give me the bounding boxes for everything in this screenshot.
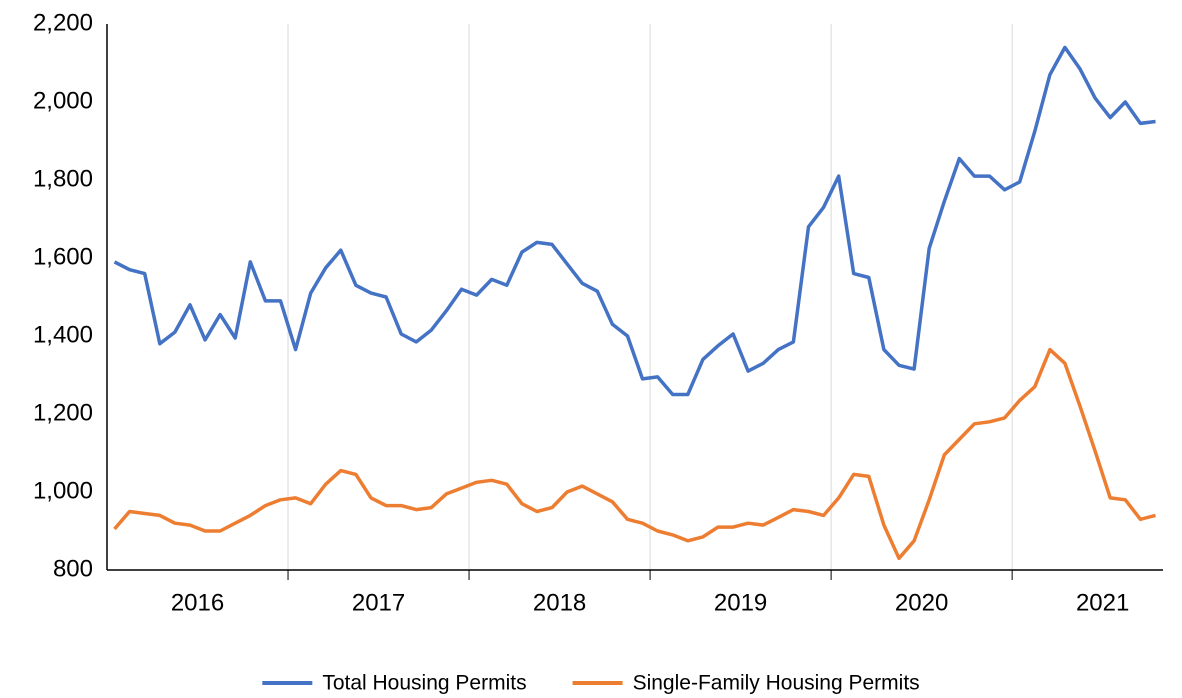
- x-tick-label: 2019: [714, 589, 767, 616]
- y-tick-label: 2,000: [33, 87, 93, 114]
- y-tick-label: 2,200: [33, 9, 93, 36]
- series-line: [113, 347, 1156, 561]
- series-line: [113, 45, 1156, 397]
- y-tick-label: 800: [53, 555, 93, 582]
- x-tick-label: 2018: [533, 589, 586, 616]
- y-tick-label: 1,600: [33, 243, 93, 270]
- y-tick-label: 1,000: [33, 477, 93, 504]
- x-tick-label: 2020: [895, 589, 948, 616]
- legend-label: Single-Family Housing Permits: [633, 672, 920, 695]
- legend: Total Housing Permits Single-Family Housi…: [262, 672, 920, 695]
- x-tick-label: 2021: [1076, 589, 1129, 616]
- y-tick-label: 1,200: [33, 399, 93, 426]
- y-tick-label: 1,400: [33, 321, 93, 348]
- y-tick-label: 1,800: [33, 165, 93, 192]
- legend-label: Total Housing Permits: [322, 672, 526, 695]
- x-tick-label: 2016: [171, 589, 224, 616]
- x-tick-label: 2017: [352, 589, 405, 616]
